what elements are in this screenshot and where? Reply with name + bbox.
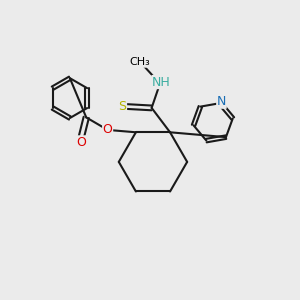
Text: NH: NH (152, 76, 171, 88)
Text: O: O (76, 136, 86, 149)
Text: S: S (118, 100, 127, 113)
Text: N: N (217, 95, 226, 108)
Text: O: O (103, 123, 112, 136)
Text: CH₃: CH₃ (130, 57, 150, 67)
